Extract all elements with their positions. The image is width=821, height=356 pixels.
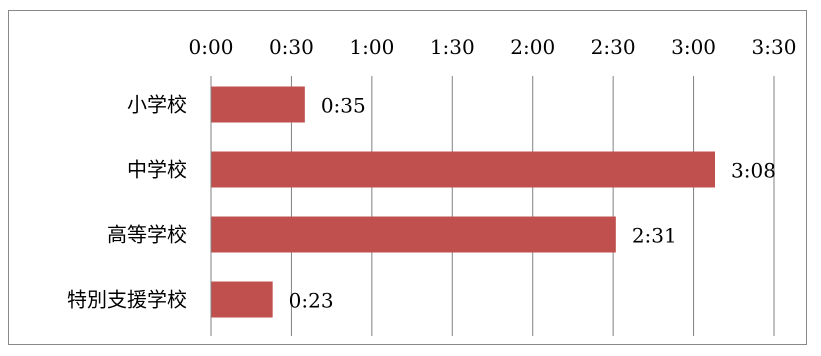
data-label: 0:35 [321, 94, 366, 118]
x-axis-ticks: 0:00 0:30 1:00 1:30 2:00 2:30 3:00 3:30 [189, 35, 797, 59]
x-tick-label: 3:00 [671, 35, 716, 59]
category-label: 小学校 [127, 93, 187, 117]
data-label: 2:31 [632, 224, 677, 248]
bar [211, 281, 273, 318]
data-label: 0:23 [289, 289, 334, 313]
category-label: 特別支援学校 [67, 288, 187, 312]
data-labels: 0:35 3:08 2:31 0:23 [289, 94, 776, 313]
x-tick-label: 2:30 [591, 35, 636, 59]
category-label: 中学校 [127, 158, 187, 182]
x-tick-label: 0:00 [189, 35, 234, 59]
bar [211, 151, 716, 188]
x-tick-label: 3:30 [752, 35, 797, 59]
bar [211, 216, 616, 253]
bars [211, 86, 716, 318]
data-label: 3:08 [731, 159, 776, 183]
category-label: 高等学校 [107, 223, 187, 247]
x-tick-label: 1:30 [430, 35, 475, 59]
x-tick-label: 0:30 [269, 35, 314, 59]
x-tick-label: 2:00 [510, 35, 555, 59]
x-tick-label: 1:00 [349, 35, 394, 59]
bar [211, 86, 305, 123]
